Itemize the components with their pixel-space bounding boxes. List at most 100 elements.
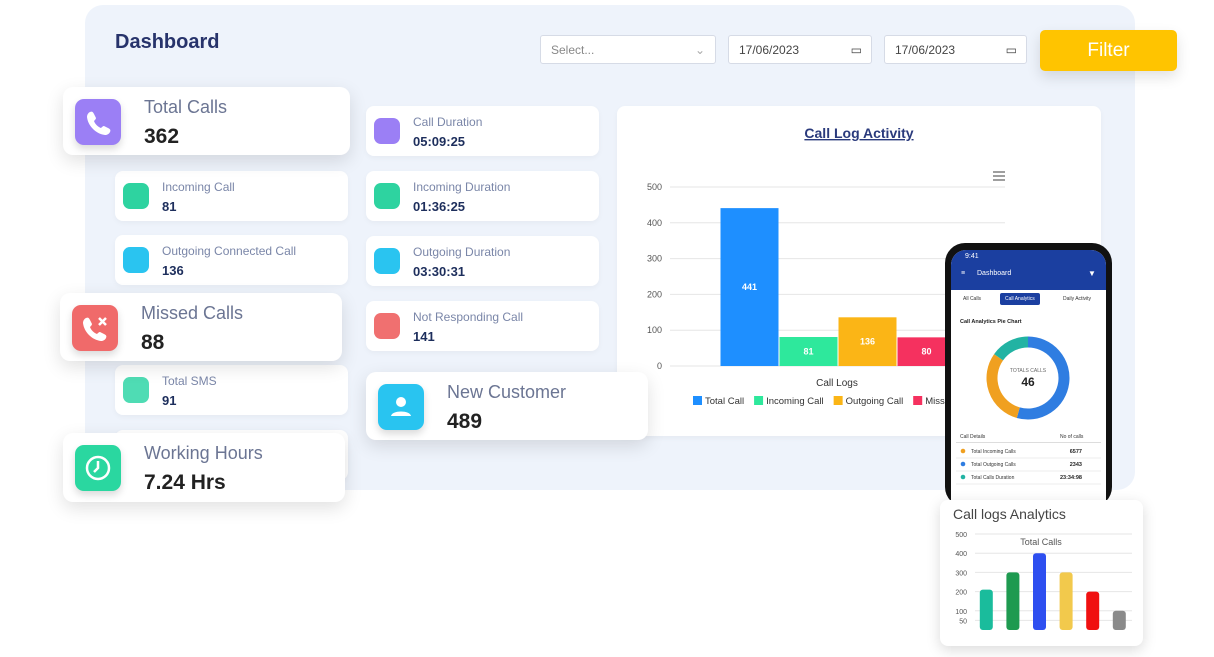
missed-icon bbox=[72, 305, 118, 351]
icon bbox=[374, 118, 400, 144]
card-label: Working Hours bbox=[144, 443, 263, 463]
table-header: Call Details bbox=[960, 434, 986, 440]
divider bbox=[956, 442, 1101, 443]
row-value: 2343 bbox=[1070, 462, 1082, 468]
stat-value: 81 bbox=[162, 199, 177, 214]
y-tick-label: 100 bbox=[647, 325, 662, 335]
highlight-card: New Customer 489 bbox=[366, 372, 648, 440]
card-label: Total Calls bbox=[144, 97, 228, 117]
stat-label: Incoming Call bbox=[162, 180, 235, 194]
value-label: 80 bbox=[921, 347, 931, 357]
phone-tab[interactable]: Call Analytics bbox=[1000, 293, 1040, 305]
date-text: 17/06/2023 bbox=[895, 43, 956, 57]
stat-card: Incoming Call 81 bbox=[115, 171, 348, 221]
stat-label: Total SMS bbox=[162, 374, 217, 388]
date-to[interactable]: 17/06/2023 ▭ bbox=[884, 35, 1027, 64]
stat-value: 01:36:25 bbox=[413, 199, 466, 214]
highlight-card: Missed Calls 88 bbox=[60, 293, 342, 361]
stat-card: Incoming Duration 01:36:25 bbox=[366, 171, 599, 221]
chart-subtitle: Total Calls bbox=[1020, 537, 1062, 547]
menu-icon bbox=[993, 171, 1005, 181]
highlight-card: Working Hours 7.24 Hrs bbox=[63, 433, 345, 502]
legend-swatch bbox=[913, 396, 923, 405]
bar bbox=[1033, 553, 1046, 630]
calendar-icon: ▭ bbox=[850, 43, 862, 57]
y-tick-label: 0 bbox=[657, 361, 662, 371]
stat-label: Not Responding Call bbox=[413, 310, 524, 324]
card-title: Call logs Analytics bbox=[953, 506, 1066, 522]
y-tick-label: 400 bbox=[647, 218, 662, 228]
phone-screen: 9:41 ≡ Dashboard ▼ All Calls Call Analyt… bbox=[951, 250, 1106, 507]
y-tick-label: 400 bbox=[955, 551, 967, 558]
legend-label: Incoming Call bbox=[766, 396, 824, 407]
bar bbox=[979, 589, 993, 630]
y-tick-label: 500 bbox=[647, 182, 662, 192]
section-title: Call Analytics Pie Chart bbox=[960, 319, 1022, 325]
legend-swatch bbox=[754, 396, 764, 405]
clock-icon bbox=[75, 445, 121, 491]
y-tick-label: 200 bbox=[647, 289, 662, 299]
bar bbox=[838, 317, 897, 366]
stat-label: Call Duration bbox=[413, 115, 483, 129]
stat-card: Total SMS 91 bbox=[115, 365, 348, 415]
table-header: No of calls bbox=[1060, 434, 1084, 440]
select[interactable]: Select... ⌄ bbox=[540, 35, 716, 64]
y-tick-label: 500 bbox=[955, 532, 967, 539]
legend-label: Total Call bbox=[705, 396, 744, 407]
select-placeholder: Select... bbox=[551, 43, 595, 57]
legend-swatch bbox=[833, 396, 843, 405]
phone-title: Dashboard bbox=[977, 270, 1012, 277]
y-tick-label: 300 bbox=[647, 254, 662, 264]
card-label: New Customer bbox=[447, 382, 567, 402]
stat-card: Not Responding Call 141 bbox=[366, 301, 599, 351]
row-label: Total Incoming Calls bbox=[971, 449, 1016, 455]
chevron: ⌄ bbox=[694, 43, 705, 57]
bar bbox=[1059, 572, 1073, 630]
donut-segment bbox=[1016, 336, 1070, 420]
stat-card: Outgoing Duration 03:30:31 bbox=[366, 236, 599, 286]
y-tick-label: 50 bbox=[959, 618, 967, 625]
date-text: 17/06/2023 bbox=[739, 43, 800, 57]
icon bbox=[374, 313, 400, 339]
menu-icon: ≡ bbox=[961, 270, 966, 277]
stat-card: Call Duration 05:09:25 bbox=[366, 106, 599, 156]
y-tick-label: 200 bbox=[955, 590, 967, 597]
stat-label: Outgoing Duration bbox=[413, 245, 511, 259]
icon bbox=[123, 183, 149, 209]
card-label: Missed Calls bbox=[141, 303, 244, 323]
row-dot bbox=[960, 474, 966, 480]
stat-value: 136 bbox=[162, 263, 184, 278]
stat-value: 05:09:25 bbox=[413, 134, 466, 149]
bar bbox=[1086, 591, 1100, 630]
x-axis-label: Call Logs bbox=[816, 378, 858, 389]
stat-label: Incoming Duration bbox=[413, 180, 511, 194]
card-value: 88 bbox=[141, 331, 165, 354]
calendar-icon: ▭ bbox=[1005, 43, 1017, 57]
value-label: 136 bbox=[860, 337, 875, 347]
donut-segment bbox=[986, 354, 1021, 418]
user-icon bbox=[378, 384, 424, 430]
value-label: 441 bbox=[742, 282, 757, 292]
icon bbox=[374, 183, 400, 209]
phone-icon bbox=[75, 99, 121, 145]
donut-center-label: TOTALS CALLS bbox=[1010, 368, 1047, 374]
row-dot bbox=[960, 461, 966, 467]
donut-center-value: 46 bbox=[1021, 375, 1035, 389]
row-value: 23:34:98 bbox=[1060, 475, 1082, 481]
card-value: 7.24 Hrs bbox=[144, 471, 226, 494]
filter-button[interactable]: Filter bbox=[1040, 30, 1177, 71]
row-label: Total Outgoing Calls bbox=[971, 462, 1016, 468]
bar bbox=[1112, 610, 1126, 630]
phone-tab[interactable]: All Calls bbox=[963, 296, 982, 302]
row-value: 6577 bbox=[1070, 449, 1082, 455]
bar bbox=[720, 208, 779, 366]
row-label: Total Calls Duration bbox=[971, 475, 1015, 481]
legend-label: Outgoing Call bbox=[846, 396, 904, 407]
date-from[interactable]: 17/06/2023 ▭ bbox=[728, 35, 872, 64]
bar bbox=[1006, 572, 1020, 630]
phone-tab[interactable]: Daily Activity bbox=[1063, 296, 1092, 302]
card-value: 362 bbox=[144, 125, 180, 148]
